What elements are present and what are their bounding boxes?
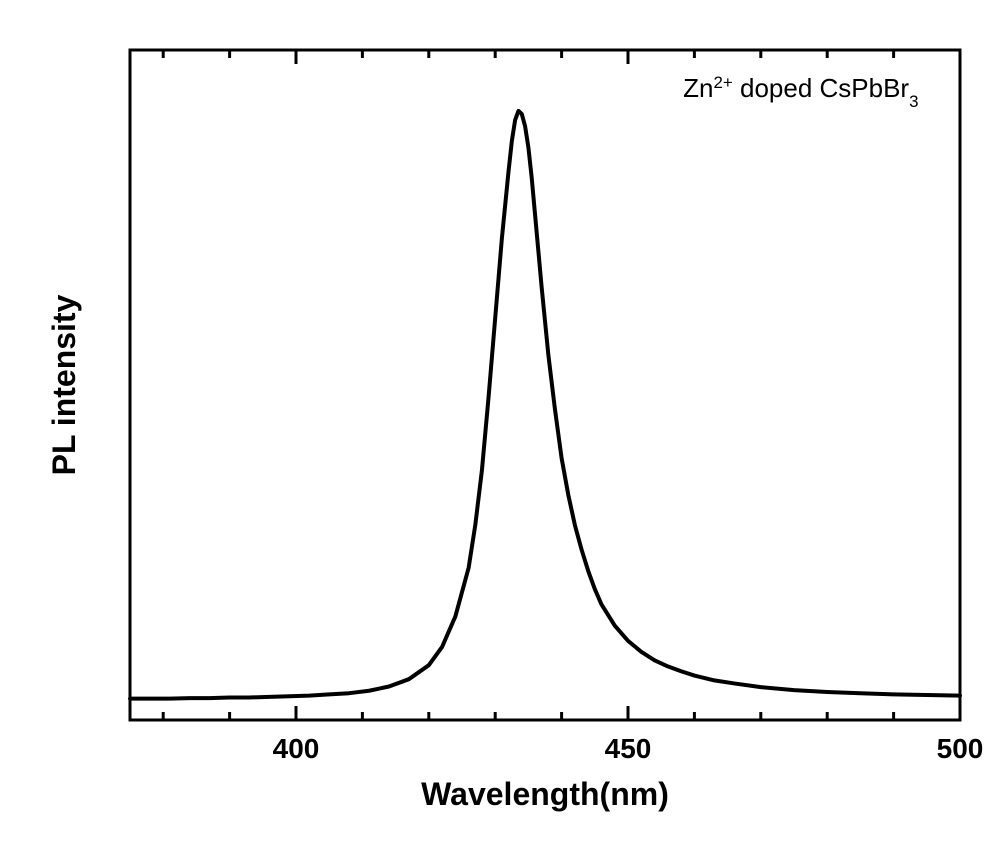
xtick-label: 400 xyxy=(273,733,320,764)
chart-container: 400450500Wavelength(nm)PL intensityZn2+ … xyxy=(0,0,1000,844)
xtick-label: 450 xyxy=(605,733,652,764)
xtick-label: 500 xyxy=(937,733,984,764)
pl-spectrum-chart: 400450500Wavelength(nm)PL intensityZn2+ … xyxy=(0,0,1000,844)
y-axis-label: PL intensity xyxy=(46,294,82,475)
x-axis-label: Wavelength(nm) xyxy=(421,776,669,812)
